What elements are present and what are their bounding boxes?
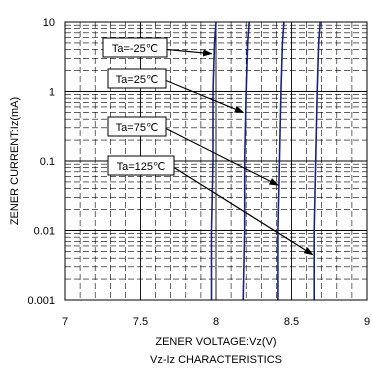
y-tick-label: 0.001: [27, 295, 55, 307]
series-line: [242, 22, 250, 300]
callout-arrow: [165, 79, 245, 113]
chart-caption: Vz-Iz CHARACTERISTICS: [150, 354, 282, 366]
x-tick-label: 8: [213, 316, 219, 328]
series-line: [313, 22, 321, 300]
callout-box: [107, 155, 175, 176]
callout-label: Ta=125℃: [117, 161, 166, 173]
callout-box: [107, 68, 167, 89]
y-tick-label: 10: [43, 17, 55, 29]
callout-box: [107, 116, 167, 137]
callouts: Ta=-25℃ Ta=25℃ Ta=75℃ Ta=125℃: [102, 37, 314, 256]
series-lines: [210, 22, 321, 300]
callout-arrow: [166, 48, 213, 57]
callout-label: Ta=25℃: [116, 74, 159, 86]
y-axis-title: ZENER CURRENT:Iz(mA): [9, 97, 21, 225]
x-tick-label: 8.5: [284, 316, 299, 328]
x-tick-label: 7: [62, 316, 68, 328]
y-tick-label: 1: [49, 87, 55, 99]
series-line: [277, 22, 285, 300]
y-tick-label: 0.01: [34, 226, 55, 238]
x-tick-label: 7.5: [133, 316, 148, 328]
callout-label: Ta=-25℃: [112, 43, 158, 55]
callout-arrow: [173, 166, 314, 256]
x-axis-title: ZENER VOLTAGE:Vz(V): [155, 336, 276, 348]
callout-box: [102, 37, 168, 58]
plot-frame: [64, 21, 368, 301]
x-tick-labels: 7 7.5 8 8.5 9: [62, 316, 370, 328]
callout-arrow: [165, 127, 279, 186]
callout-label: Ta=75℃: [116, 122, 159, 134]
series-line: [210, 22, 217, 300]
x-tick-label: 9: [364, 316, 370, 328]
y-tick-label: 0.1: [40, 156, 55, 168]
y-tick-labels: 0.001 0.01 0.1 1 10: [27, 17, 55, 307]
